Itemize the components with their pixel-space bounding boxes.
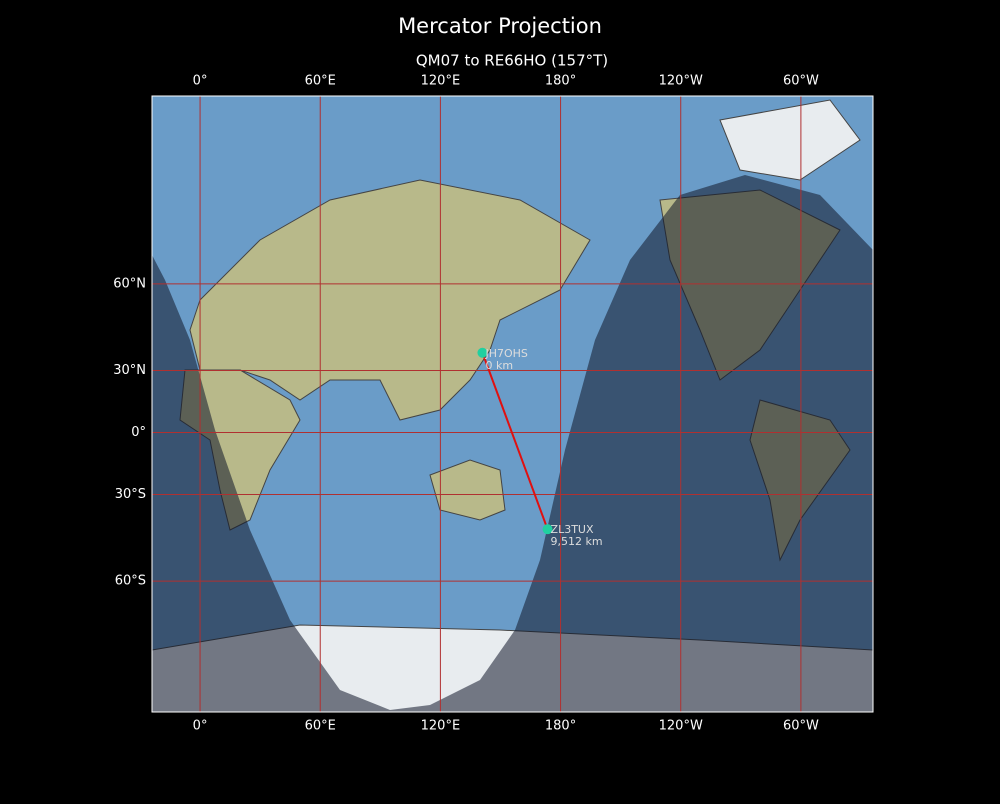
lon-label-top: 0° — [193, 74, 208, 89]
path-line — [481, 352, 549, 530]
station-distance: 0 km — [485, 359, 513, 372]
lon-label-bottom: 60°W — [783, 719, 819, 734]
lat-label: 0° — [131, 425, 146, 440]
station-call: JH7OHS — [484, 347, 527, 360]
station-distance: 9,512 km — [551, 535, 603, 548]
subtitle: QM07 to RE66HO (157°T) — [416, 52, 608, 70]
station — [542, 524, 553, 535]
lon-label-top: 60°W — [783, 74, 819, 89]
lon-label-bottom: 120°W — [659, 719, 703, 734]
station — [477, 347, 488, 358]
title: Mercator Projection — [398, 14, 602, 38]
lon-label-top: 120°W — [659, 74, 703, 89]
map-frame — [151, 95, 874, 713]
lon-label-bottom: 120°E — [421, 719, 461, 734]
lat-label: 60°N — [113, 276, 146, 291]
night-shade — [152, 96, 873, 712]
lat-label: 60°S — [115, 574, 146, 589]
lon-label-top: 60°E — [305, 74, 336, 89]
lon-label-bottom: 60°E — [305, 719, 336, 734]
lat-label: 30°N — [113, 363, 146, 378]
lat-label: 30°S — [115, 487, 146, 502]
lon-label-top: 120°E — [421, 74, 461, 89]
lon-label-bottom: 180° — [545, 719, 576, 734]
grid — [152, 96, 873, 712]
lon-label-bottom: 0° — [193, 719, 208, 734]
station-call: ZL3TUX — [551, 523, 594, 536]
lon-label-top: 180° — [545, 74, 576, 89]
labels: 0° 0° 60°E 60°E 120°E 120°E 180° 180° 120°W 120°W… — [113, 74, 819, 734]
